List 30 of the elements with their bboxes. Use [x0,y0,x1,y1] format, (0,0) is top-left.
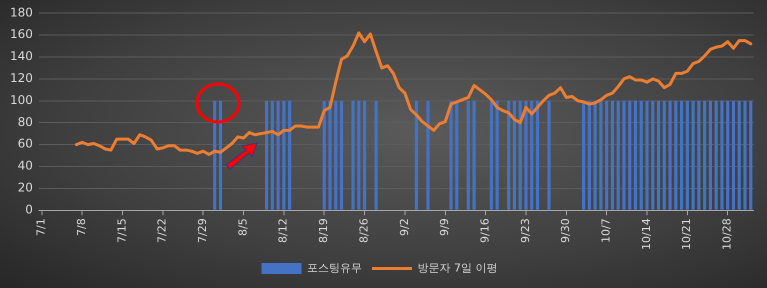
x-tick-label: 8/12 [276,218,290,244]
x-tick-label: 9/30 [559,218,572,244]
x-tick-label: 9/16 [478,218,492,244]
y-tick-label: 20 [18,180,33,195]
x-tick-label: 7/15 [115,218,128,244]
x-tick-label: 7/1 [34,218,48,236]
x-tick-label: 9/2 [398,218,411,236]
y-tick-label: 40 [18,158,33,173]
x-tick-label: 8/5 [236,218,250,236]
x-tick-label: 8/19 [317,218,330,244]
x-tick-label: 10/21 [680,218,694,250]
x-tick-label: 7/29 [196,218,210,244]
y-tick-label: 180 [10,5,33,20]
y-tick-label: 120 [10,71,33,86]
y-tick-label: 60 [18,136,33,151]
y-tick-label: 100 [10,92,33,107]
y-tick-label: 0 [25,202,33,216]
y-tick-label: 80 [18,114,33,129]
y-tick-label: 140 [10,49,33,64]
x-tick-label: 7/8 [74,218,88,236]
x-tick-label: 10/28 [720,218,734,250]
legend-label: 방문자 7일 이평 [418,261,498,274]
x-tick-label: 10/7 [600,218,613,244]
x-tick-label: 9/9 [438,218,452,236]
y-tick-label: 160 [10,27,33,42]
x-tick-label: 9/23 [518,218,532,244]
legend-label: 포스팅유무 [307,261,362,274]
x-tick-label: 7/22 [156,218,169,244]
x-tick-label: 10/14 [640,218,653,250]
x-tick-label: 8/26 [357,218,370,244]
